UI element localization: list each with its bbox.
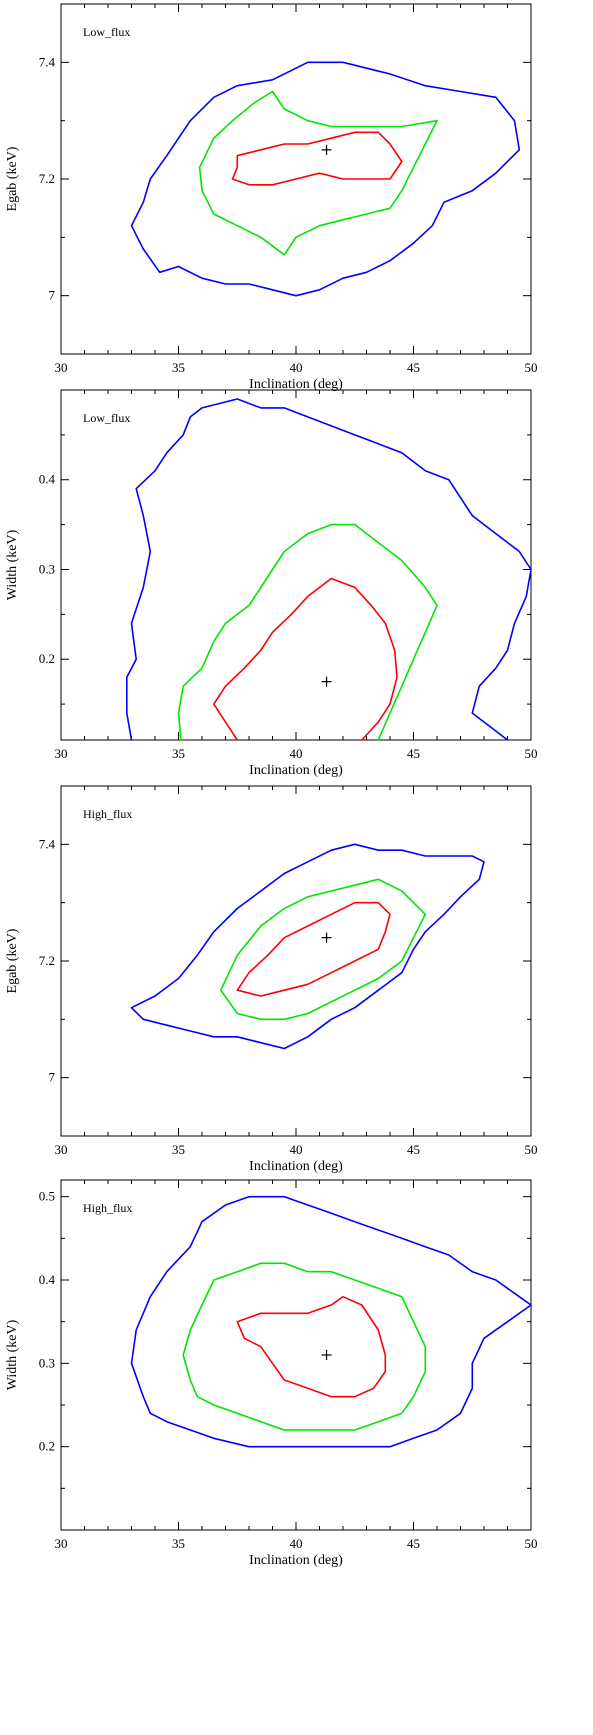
y-axis-label: Egab (keV) <box>5 928 20 993</box>
x-tick-label: 50 <box>525 360 538 375</box>
x-tick-label: 50 <box>525 746 538 761</box>
x-tick-label: 50 <box>525 1142 538 1157</box>
x-axis-label: Inclination (deg) <box>249 1159 343 1174</box>
x-axis-label: Inclination (deg) <box>249 377 343 392</box>
y-tick-label: 0.4 <box>39 472 56 487</box>
x-tick-label: 50 <box>525 1536 538 1551</box>
x-tick-label: 40 <box>290 360 303 375</box>
y-tick-label: 0.4 <box>39 1272 56 1287</box>
contour-panel-4: 30 35 40 45 50 0.2 0.3 0.4 0.5 Inclination (deg) W… <box>5 1179 538 1568</box>
best-fit-marker <box>321 932 332 943</box>
best-fit-marker <box>321 676 332 687</box>
contour-level3 <box>130 1195 532 1448</box>
contour-level2 <box>220 878 427 1021</box>
plot-frame <box>60 1179 532 1531</box>
x-tick-label: 40 <box>290 746 303 761</box>
plot-frame <box>60 389 532 741</box>
best-fit-marker <box>321 144 332 155</box>
x-tick-label: 35 <box>172 1142 185 1157</box>
contour-level1 <box>231 131 403 186</box>
contour-panel-3: 30 35 40 45 50 7 7.2 7.4 Inclination (deg) Egab (… <box>5 785 538 1174</box>
y-tick-label: 7.2 <box>39 953 55 968</box>
contour-level2 <box>182 1262 427 1431</box>
y-axis-label: Egab (keV) <box>5 146 20 211</box>
contour-level2 <box>177 523 438 741</box>
y-tick-label: 7 <box>49 288 56 303</box>
y-tick-label: 0.2 <box>39 651 55 666</box>
y-tick-label: 0.3 <box>39 561 55 576</box>
x-tick-label: 45 <box>407 746 420 761</box>
y-tick-label: 0.2 <box>39 1439 55 1454</box>
contour-level1 <box>213 577 398 741</box>
y-tick-label: 7 <box>49 1070 56 1085</box>
panel-title: High_flux <box>83 1201 132 1215</box>
x-tick-label: 30 <box>55 360 68 375</box>
contour-level3 <box>130 843 485 1050</box>
x-tick-label: 45 <box>407 1142 420 1157</box>
y-tick-label: 7.2 <box>39 171 55 186</box>
y-tick-label: 7.4 <box>39 836 56 851</box>
y-tick-label: 0.5 <box>39 1189 55 1204</box>
x-tick-label: 40 <box>290 1142 303 1157</box>
x-tick-label: 45 <box>407 1536 420 1551</box>
plot-frame <box>60 785 532 1137</box>
contour-panel-2: 30 35 40 45 50 0.2 0.3 0.4 Inclination (deg) Widt… <box>5 389 538 778</box>
y-axis-label: Width (keV) <box>5 529 20 600</box>
x-tick-label: 30 <box>55 746 68 761</box>
contour-level1 <box>236 1295 387 1398</box>
contour-panel-1: 30 35 40 45 50 7 7.2 7.4 Inclination (deg) Egab (… <box>5 3 538 392</box>
x-axis-label: Inclination (deg) <box>249 763 343 778</box>
panel-title: Low_flux <box>83 411 130 425</box>
x-tick-label: 30 <box>55 1536 68 1551</box>
contour-level2 <box>198 90 438 256</box>
contour-level3 <box>130 61 521 297</box>
y-axis-label: Width (keV) <box>5 1319 20 1390</box>
panel-title: High_flux <box>83 807 132 821</box>
x-tick-label: 30 <box>55 1142 68 1157</box>
best-fit-marker <box>321 1350 332 1360</box>
x-tick-label: 35 <box>172 360 185 375</box>
x-tick-label: 35 <box>172 1536 185 1551</box>
panel-title: Low_flux <box>83 25 130 39</box>
x-tick-label: 45 <box>407 360 420 375</box>
x-tick-label: 35 <box>172 746 185 761</box>
x-axis-label: Inclination (deg) <box>249 1553 343 1568</box>
contour-level1 <box>236 901 391 997</box>
contour-level3 <box>126 398 532 741</box>
y-tick-label: 0.3 <box>39 1355 55 1370</box>
y-tick-label: 7.4 <box>39 54 56 69</box>
x-tick-label: 40 <box>290 1536 303 1551</box>
